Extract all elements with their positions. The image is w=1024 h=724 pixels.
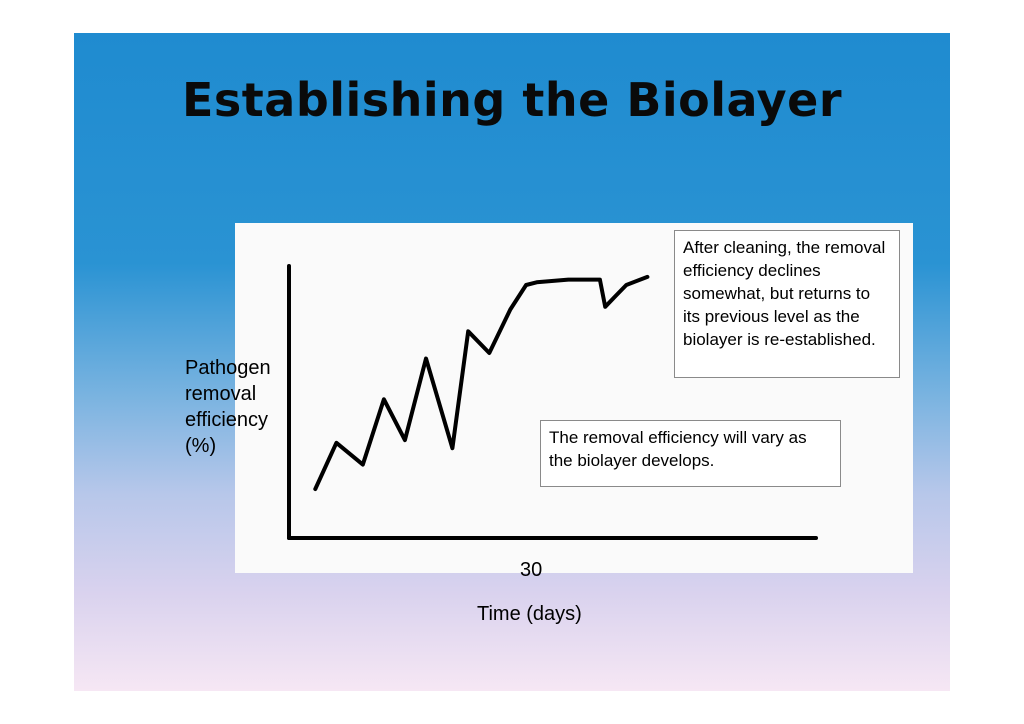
slide: Establishing the Biolayer After cleaning… xyxy=(74,33,950,691)
chart xyxy=(287,264,818,540)
slide-title: Establishing the Biolayer xyxy=(181,73,843,127)
callout-cleaning: After cleaning, the removal efficiency d… xyxy=(674,230,900,378)
y-axis-label-line: (%) xyxy=(185,435,217,457)
callout-vary: The removal efficiency will vary as the … xyxy=(540,420,841,487)
y-axis-label: Pathogen removal efficiency (%) xyxy=(185,355,271,459)
x-tick-label: 30 xyxy=(520,559,543,581)
y-axis-label-line: removal xyxy=(185,383,257,405)
y-axis-label-line: efficiency xyxy=(185,409,269,431)
y-axis-label-line: Pathogen xyxy=(185,357,271,379)
x-axis-label: Time (days) xyxy=(477,603,582,625)
series-line xyxy=(313,274,650,491)
